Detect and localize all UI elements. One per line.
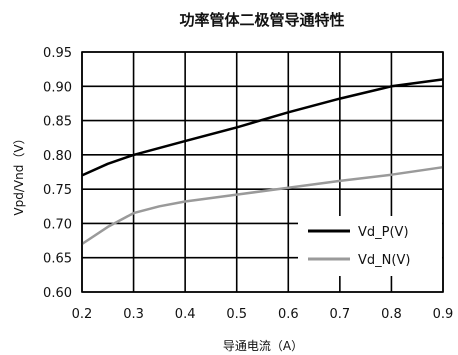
y-tick-label: 0.60 bbox=[43, 286, 72, 301]
legend: Vd_P(V) Vd_N(V) bbox=[298, 216, 442, 276]
x-tick-label: 0.8 bbox=[381, 307, 402, 322]
legend-label: Vd_N(V) bbox=[358, 253, 410, 268]
legend-label: Vd_P(V) bbox=[358, 225, 409, 240]
x-tick-label: 0.6 bbox=[278, 307, 299, 322]
y-axis-label: Vpd/Vnd（V） bbox=[12, 132, 26, 215]
tick-labels: 0.2 0.3 0.4 0.5 0.6 0.7 0.8 0.9 0.60 0.65 0.70 0.75… bbox=[43, 46, 453, 322]
y-tick-label: 0.65 bbox=[43, 252, 72, 267]
y-tick-label: 0.85 bbox=[43, 115, 72, 130]
x-tick-label: 0.9 bbox=[433, 307, 454, 322]
legend-box bbox=[298, 216, 442, 276]
y-tick-label: 0.70 bbox=[43, 217, 72, 232]
x-tick-label: 0.2 bbox=[72, 307, 93, 322]
x-tick-label: 0.7 bbox=[330, 307, 351, 322]
x-tick-label: 0.3 bbox=[123, 307, 144, 322]
plot-frame bbox=[81, 51, 444, 293]
x-tick-label: 0.4 bbox=[175, 307, 196, 322]
series-line bbox=[81, 165, 444, 246]
series-line bbox=[81, 78, 444, 177]
y-tick-label: 0.75 bbox=[43, 183, 72, 198]
chart-title: 功率管体二极管导通特性 bbox=[179, 11, 344, 29]
y-tick-label: 0.95 bbox=[43, 46, 72, 61]
series-lines bbox=[81, 78, 444, 246]
x-axis-label: 导通电流（A） bbox=[223, 339, 303, 353]
y-tick-label: 0.90 bbox=[43, 80, 72, 95]
plot-area-border bbox=[81, 51, 444, 293]
x-tick-label: 0.5 bbox=[226, 307, 247, 322]
y-tick-label: 0.80 bbox=[43, 149, 72, 164]
